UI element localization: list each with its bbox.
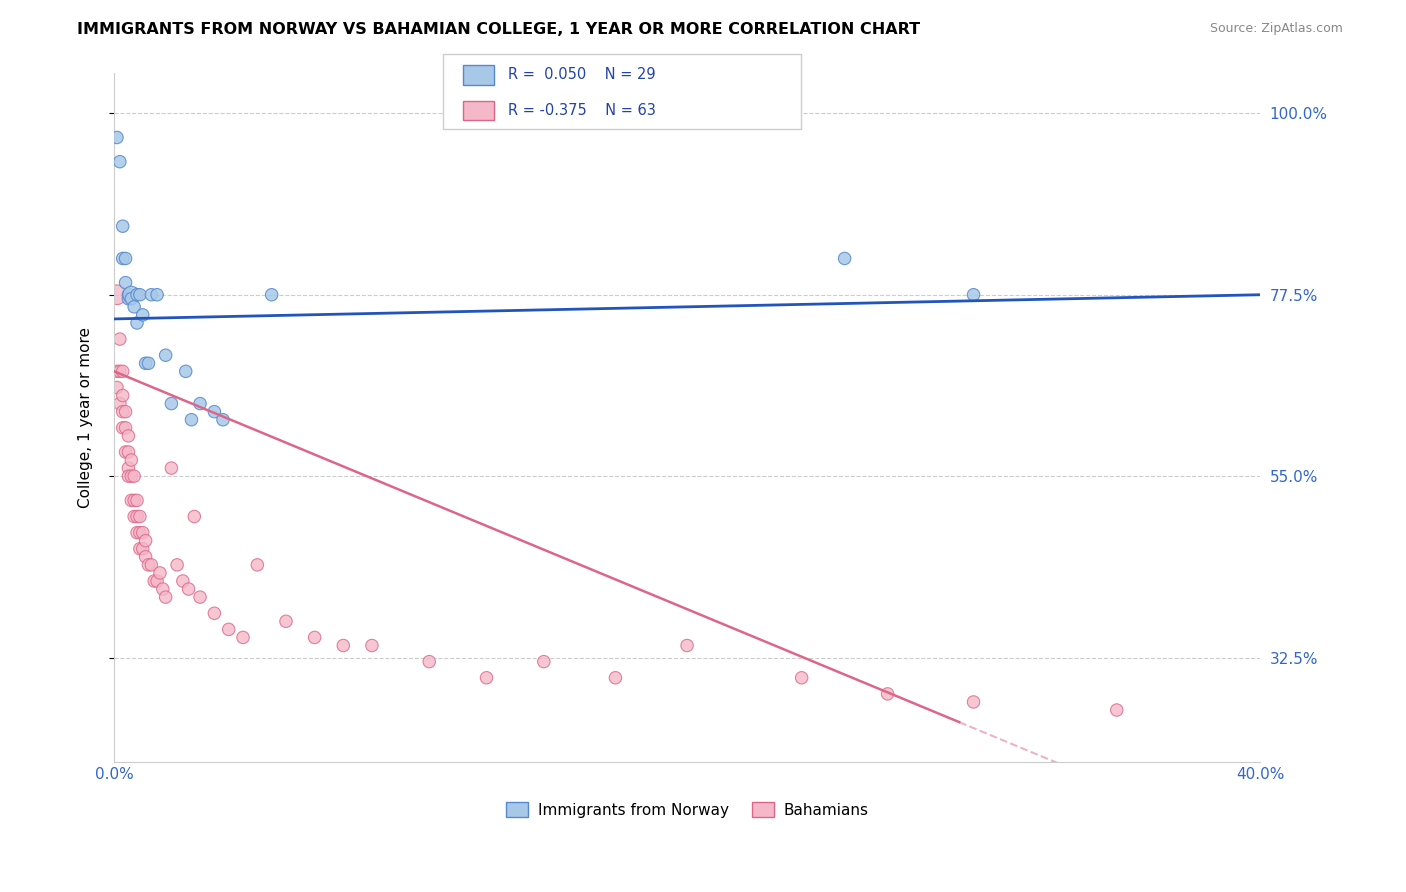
Point	[117, 461, 139, 475]
Point	[218, 623, 240, 637]
Point	[332, 639, 354, 653]
Point	[304, 631, 326, 645]
Point	[605, 671, 627, 685]
Point	[1105, 703, 1128, 717]
Point	[120, 292, 142, 306]
Point	[676, 639, 699, 653]
Point	[117, 469, 139, 483]
Point	[105, 287, 128, 301]
Point	[962, 287, 984, 301]
Point	[125, 509, 148, 524]
Point	[105, 380, 128, 394]
Text: Source: ZipAtlas.com: Source: ZipAtlas.com	[1209, 22, 1343, 36]
Point	[122, 469, 145, 483]
Point	[108, 364, 131, 378]
Point	[138, 558, 160, 572]
Point	[117, 429, 139, 443]
Point	[172, 574, 194, 588]
Point	[117, 287, 139, 301]
Point	[111, 219, 134, 234]
Point	[160, 461, 183, 475]
Point	[135, 356, 157, 370]
Point	[128, 287, 150, 301]
Point	[108, 332, 131, 346]
Point	[876, 687, 898, 701]
Point	[108, 154, 131, 169]
Point	[149, 566, 172, 580]
Point	[125, 287, 148, 301]
Point	[122, 493, 145, 508]
Point	[533, 655, 555, 669]
Point	[135, 549, 157, 564]
Point	[232, 631, 254, 645]
Point	[790, 671, 813, 685]
Point	[135, 533, 157, 548]
Y-axis label: College, 1 year or more: College, 1 year or more	[79, 327, 93, 508]
Point	[132, 541, 155, 556]
Point	[132, 525, 155, 540]
Point	[141, 558, 163, 572]
Point	[260, 287, 283, 301]
Point	[166, 558, 188, 572]
Point	[834, 252, 856, 266]
Point	[146, 574, 169, 588]
Point	[475, 671, 498, 685]
Point	[183, 509, 205, 524]
Point	[132, 308, 155, 322]
Point	[111, 252, 134, 266]
Point	[141, 287, 163, 301]
Point	[111, 421, 134, 435]
Point	[111, 405, 134, 419]
Point	[246, 558, 269, 572]
Point	[180, 413, 202, 427]
Point	[155, 348, 177, 362]
Point	[160, 396, 183, 410]
Point	[202, 405, 225, 419]
Point	[274, 615, 297, 629]
Point	[114, 252, 136, 266]
Point	[188, 396, 211, 410]
Point	[114, 445, 136, 459]
Point	[155, 590, 177, 604]
Point	[177, 582, 200, 596]
Point	[120, 287, 142, 301]
Point	[120, 453, 142, 467]
Point	[122, 300, 145, 314]
Point	[212, 413, 235, 427]
Point	[114, 405, 136, 419]
Text: IMMIGRANTS FROM NORWAY VS BAHAMIAN COLLEGE, 1 YEAR OR MORE CORRELATION CHART: IMMIGRANTS FROM NORWAY VS BAHAMIAN COLLE…	[77, 22, 921, 37]
Point	[125, 525, 148, 540]
Point	[143, 574, 166, 588]
Point	[105, 364, 128, 378]
Point	[117, 445, 139, 459]
Point	[105, 130, 128, 145]
Point	[146, 287, 169, 301]
Text: R = -0.375    N = 63: R = -0.375 N = 63	[508, 103, 655, 118]
Point	[188, 590, 211, 604]
Point	[108, 396, 131, 410]
Point	[128, 525, 150, 540]
Point	[361, 639, 384, 653]
Legend: Immigrants from Norway, Bahamians: Immigrants from Norway, Bahamians	[499, 796, 875, 823]
Point	[125, 493, 148, 508]
Point	[138, 356, 160, 370]
Point	[202, 607, 225, 621]
Point	[117, 292, 139, 306]
Point	[152, 582, 174, 596]
Point	[174, 364, 197, 378]
Point	[111, 388, 134, 402]
Point	[120, 493, 142, 508]
Point	[114, 421, 136, 435]
Point	[122, 509, 145, 524]
Point	[125, 316, 148, 330]
Point	[128, 509, 150, 524]
Text: R =  0.050    N = 29: R = 0.050 N = 29	[508, 68, 655, 82]
Point	[120, 469, 142, 483]
Point	[418, 655, 440, 669]
Point	[128, 541, 150, 556]
Point	[962, 695, 984, 709]
Point	[111, 364, 134, 378]
Point	[114, 276, 136, 290]
